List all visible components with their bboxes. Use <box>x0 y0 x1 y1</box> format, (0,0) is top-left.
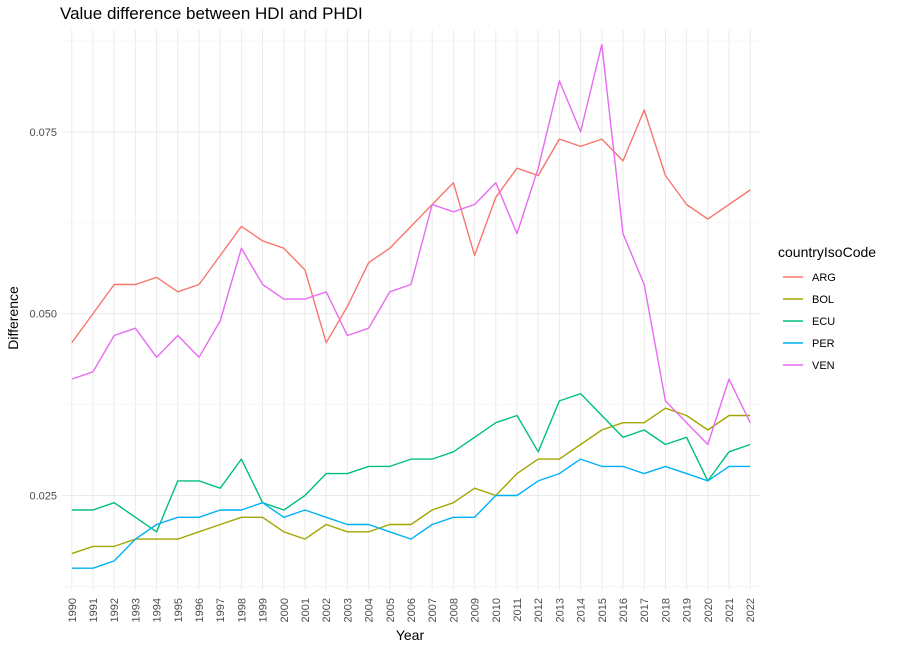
series-line-arg <box>71 109 751 344</box>
grid <box>62 30 760 590</box>
x-tick-label: 2000 <box>279 598 291 622</box>
x-tick-label: 1995 <box>173 598 185 622</box>
x-tick-label: 2009 <box>470 598 482 622</box>
x-tick-label: 2017 <box>639 598 651 622</box>
series-line-ven <box>71 43 751 446</box>
x-tick-label: 1996 <box>194 598 206 622</box>
x-axis-ticks: 1990 1991 1992 1993 1994 1995 1996 1997 1998 1999… <box>67 598 757 622</box>
y-axis-title: Difference <box>5 286 21 350</box>
x-axis-title: Year <box>396 627 425 643</box>
x-tick-label: 1999 <box>258 598 270 622</box>
legend-label-ven: VEN <box>812 360 835 372</box>
series-line-ecu <box>71 392 751 533</box>
x-tick-label: 1990 <box>67 598 79 622</box>
x-tick-label: 2015 <box>597 598 609 622</box>
x-tick-label: 2013 <box>554 598 566 622</box>
x-tick-label: 2002 <box>321 598 333 622</box>
x-tick-label: 2020 <box>703 598 715 622</box>
x-tick-label: 2018 <box>660 598 672 622</box>
legend-label-bol: BOL <box>812 294 834 306</box>
y-axis-ticks: 0.025 0.050 0.075 <box>29 127 57 503</box>
chart-title: Value difference between HDI and PHDI <box>60 4 363 23</box>
x-tick-label: 2021 <box>724 598 736 622</box>
x-tick-label: 2004 <box>364 598 376 622</box>
legend-label-arg: ARG <box>812 272 836 284</box>
legend: countryIsoCode ARG BOL ECU PER VEN <box>778 244 876 372</box>
series-line-bol <box>71 407 751 555</box>
x-tick-label: 2003 <box>342 598 354 622</box>
x-tick-label: 1998 <box>236 598 248 622</box>
legend-label-per: PER <box>812 338 835 350</box>
x-tick-label: 2006 <box>406 598 418 622</box>
legend-label-ecu: ECU <box>812 316 835 328</box>
x-tick-label: 2011 <box>512 598 524 622</box>
x-tick-label: 1993 <box>130 598 142 622</box>
y-tick-label: 0.025 <box>29 490 57 502</box>
series-line-per <box>71 458 751 569</box>
x-tick-label: 1992 <box>109 598 121 622</box>
x-tick-label: 1991 <box>88 598 100 622</box>
x-tick-label: 2022 <box>745 598 757 622</box>
x-tick-label: 2001 <box>300 598 312 622</box>
legend-title: countryIsoCode <box>778 244 876 260</box>
x-tick-label: 2016 <box>618 598 630 622</box>
x-tick-label: 2005 <box>385 598 397 622</box>
x-tick-label: 2014 <box>576 598 588 622</box>
x-tick-label: 2012 <box>533 598 545 622</box>
x-tick-label: 1994 <box>152 598 164 622</box>
series-lines <box>71 43 751 569</box>
x-tick-label: 2007 <box>427 598 439 622</box>
x-tick-label: 2019 <box>682 598 694 622</box>
x-tick-label: 1997 <box>215 598 227 622</box>
y-tick-label: 0.075 <box>29 127 57 139</box>
x-tick-label: 2008 <box>448 598 460 622</box>
y-tick-label: 0.050 <box>29 309 57 321</box>
x-tick-label: 2010 <box>491 598 503 622</box>
